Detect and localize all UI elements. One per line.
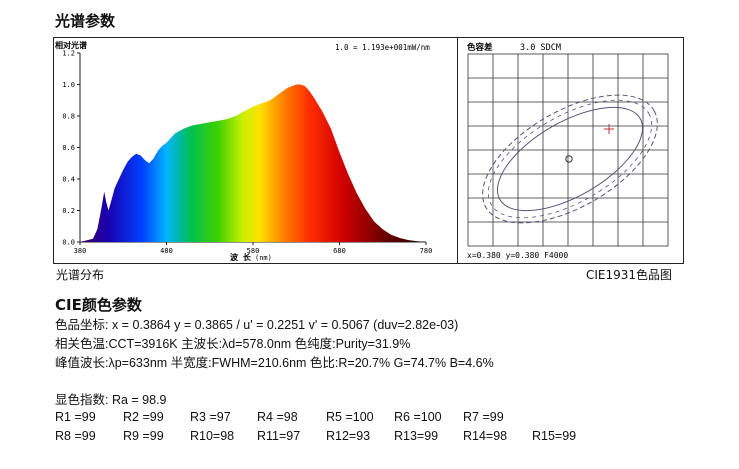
chart-divider: [457, 37, 458, 264]
ri-value: R15=99: [532, 429, 577, 443]
chromaticity-caption: CIE1931色品图: [586, 268, 673, 282]
tolerance-ellipse: [496, 106, 644, 212]
x-axis-unit: (nm): [255, 254, 272, 262]
ri-value: R5 =100: [326, 410, 374, 424]
x-tick-label: 780: [420, 247, 433, 255]
ri-value: R4 =98: [257, 410, 298, 424]
x-tick-label: 680: [333, 247, 346, 255]
ri-value: R12=93: [326, 429, 371, 443]
ri-value: R10=98: [190, 429, 235, 443]
chromaticity-chart: 色容差 3.0 SDCM x=0.380 y=0.380 F4000: [467, 42, 669, 260]
ra-line: 显色指数: Ra = 98.9: [55, 393, 167, 407]
x-tick-label: 480: [160, 247, 173, 255]
y-tick-label: 0.0: [62, 239, 75, 247]
spectrum-section-title: 光谱参数: [55, 12, 116, 30]
ri-value: R3 =97: [190, 410, 231, 424]
ri-value: R14=98: [463, 429, 508, 443]
ri-value: R6 =100: [394, 410, 442, 424]
ri-value: R11=97: [257, 429, 301, 443]
y-tick-label: 0.4: [62, 176, 75, 184]
ri-value: R2 =99: [123, 410, 164, 424]
ri-value: R8 =99: [55, 429, 96, 443]
tolerance-ellipse-mid: [487, 99, 653, 219]
x-tick-label: 580: [247, 247, 260, 255]
chart-frame: [53, 37, 684, 264]
ri-value: R1 =99: [55, 410, 96, 424]
y-tick-label: 0.2: [62, 207, 75, 215]
chromaticity-title: 色容差: [467, 42, 493, 53]
y-tick-label: 0.8: [62, 113, 75, 121]
chromaticity-grid: [467, 53, 669, 247]
sdcm-label: 3.0 SDCM: [520, 43, 561, 53]
scale-note: 1.0 = 1.193e+001mW/nm: [335, 43, 430, 52]
y-tick-label: 0.6: [62, 144, 75, 152]
ri-value: R9 =99: [123, 429, 164, 443]
y-tick-label: 1.2: [62, 50, 75, 58]
target-point-marker: [565, 155, 573, 163]
measured-point-marker: [604, 124, 614, 134]
x-tick-label: 380: [74, 247, 87, 255]
peak-wavelength-line: 峰值波长:λp=633nm 半宽度:FWHM=210.6nm 色比:R=20.7…: [55, 356, 494, 370]
cct-line: 相关色温:CCT=3916K 主波长:λd=578.0nm 色纯度:Purity…: [55, 337, 411, 351]
ri-value: R13=99: [394, 429, 439, 443]
spectrum-area: [80, 84, 426, 242]
x-axis-title: 波 长: [230, 252, 252, 262]
cie-section-title: CIE颜色参数: [55, 296, 142, 314]
ri-value: R7 =99: [463, 410, 504, 424]
chromaticity-coordinates-line: 色品坐标: x = 0.3864 y = 0.3865 / u' = 0.225…: [55, 318, 459, 332]
spectrum-caption: 光谱分布: [56, 268, 105, 282]
chromaticity-footer: x=0.380 y=0.380 F4000: [467, 251, 568, 260]
tolerance-ellipse-outer: [482, 94, 658, 224]
y-tick-label: 1.0: [62, 81, 75, 89]
y-axis-title: 相对光谱: [55, 40, 87, 50]
spectrum-chart: 相对光谱 1.0 = 1.193e+001mW/nm 0.0 0.2 0.4 0.6 0…: [55, 40, 433, 262]
